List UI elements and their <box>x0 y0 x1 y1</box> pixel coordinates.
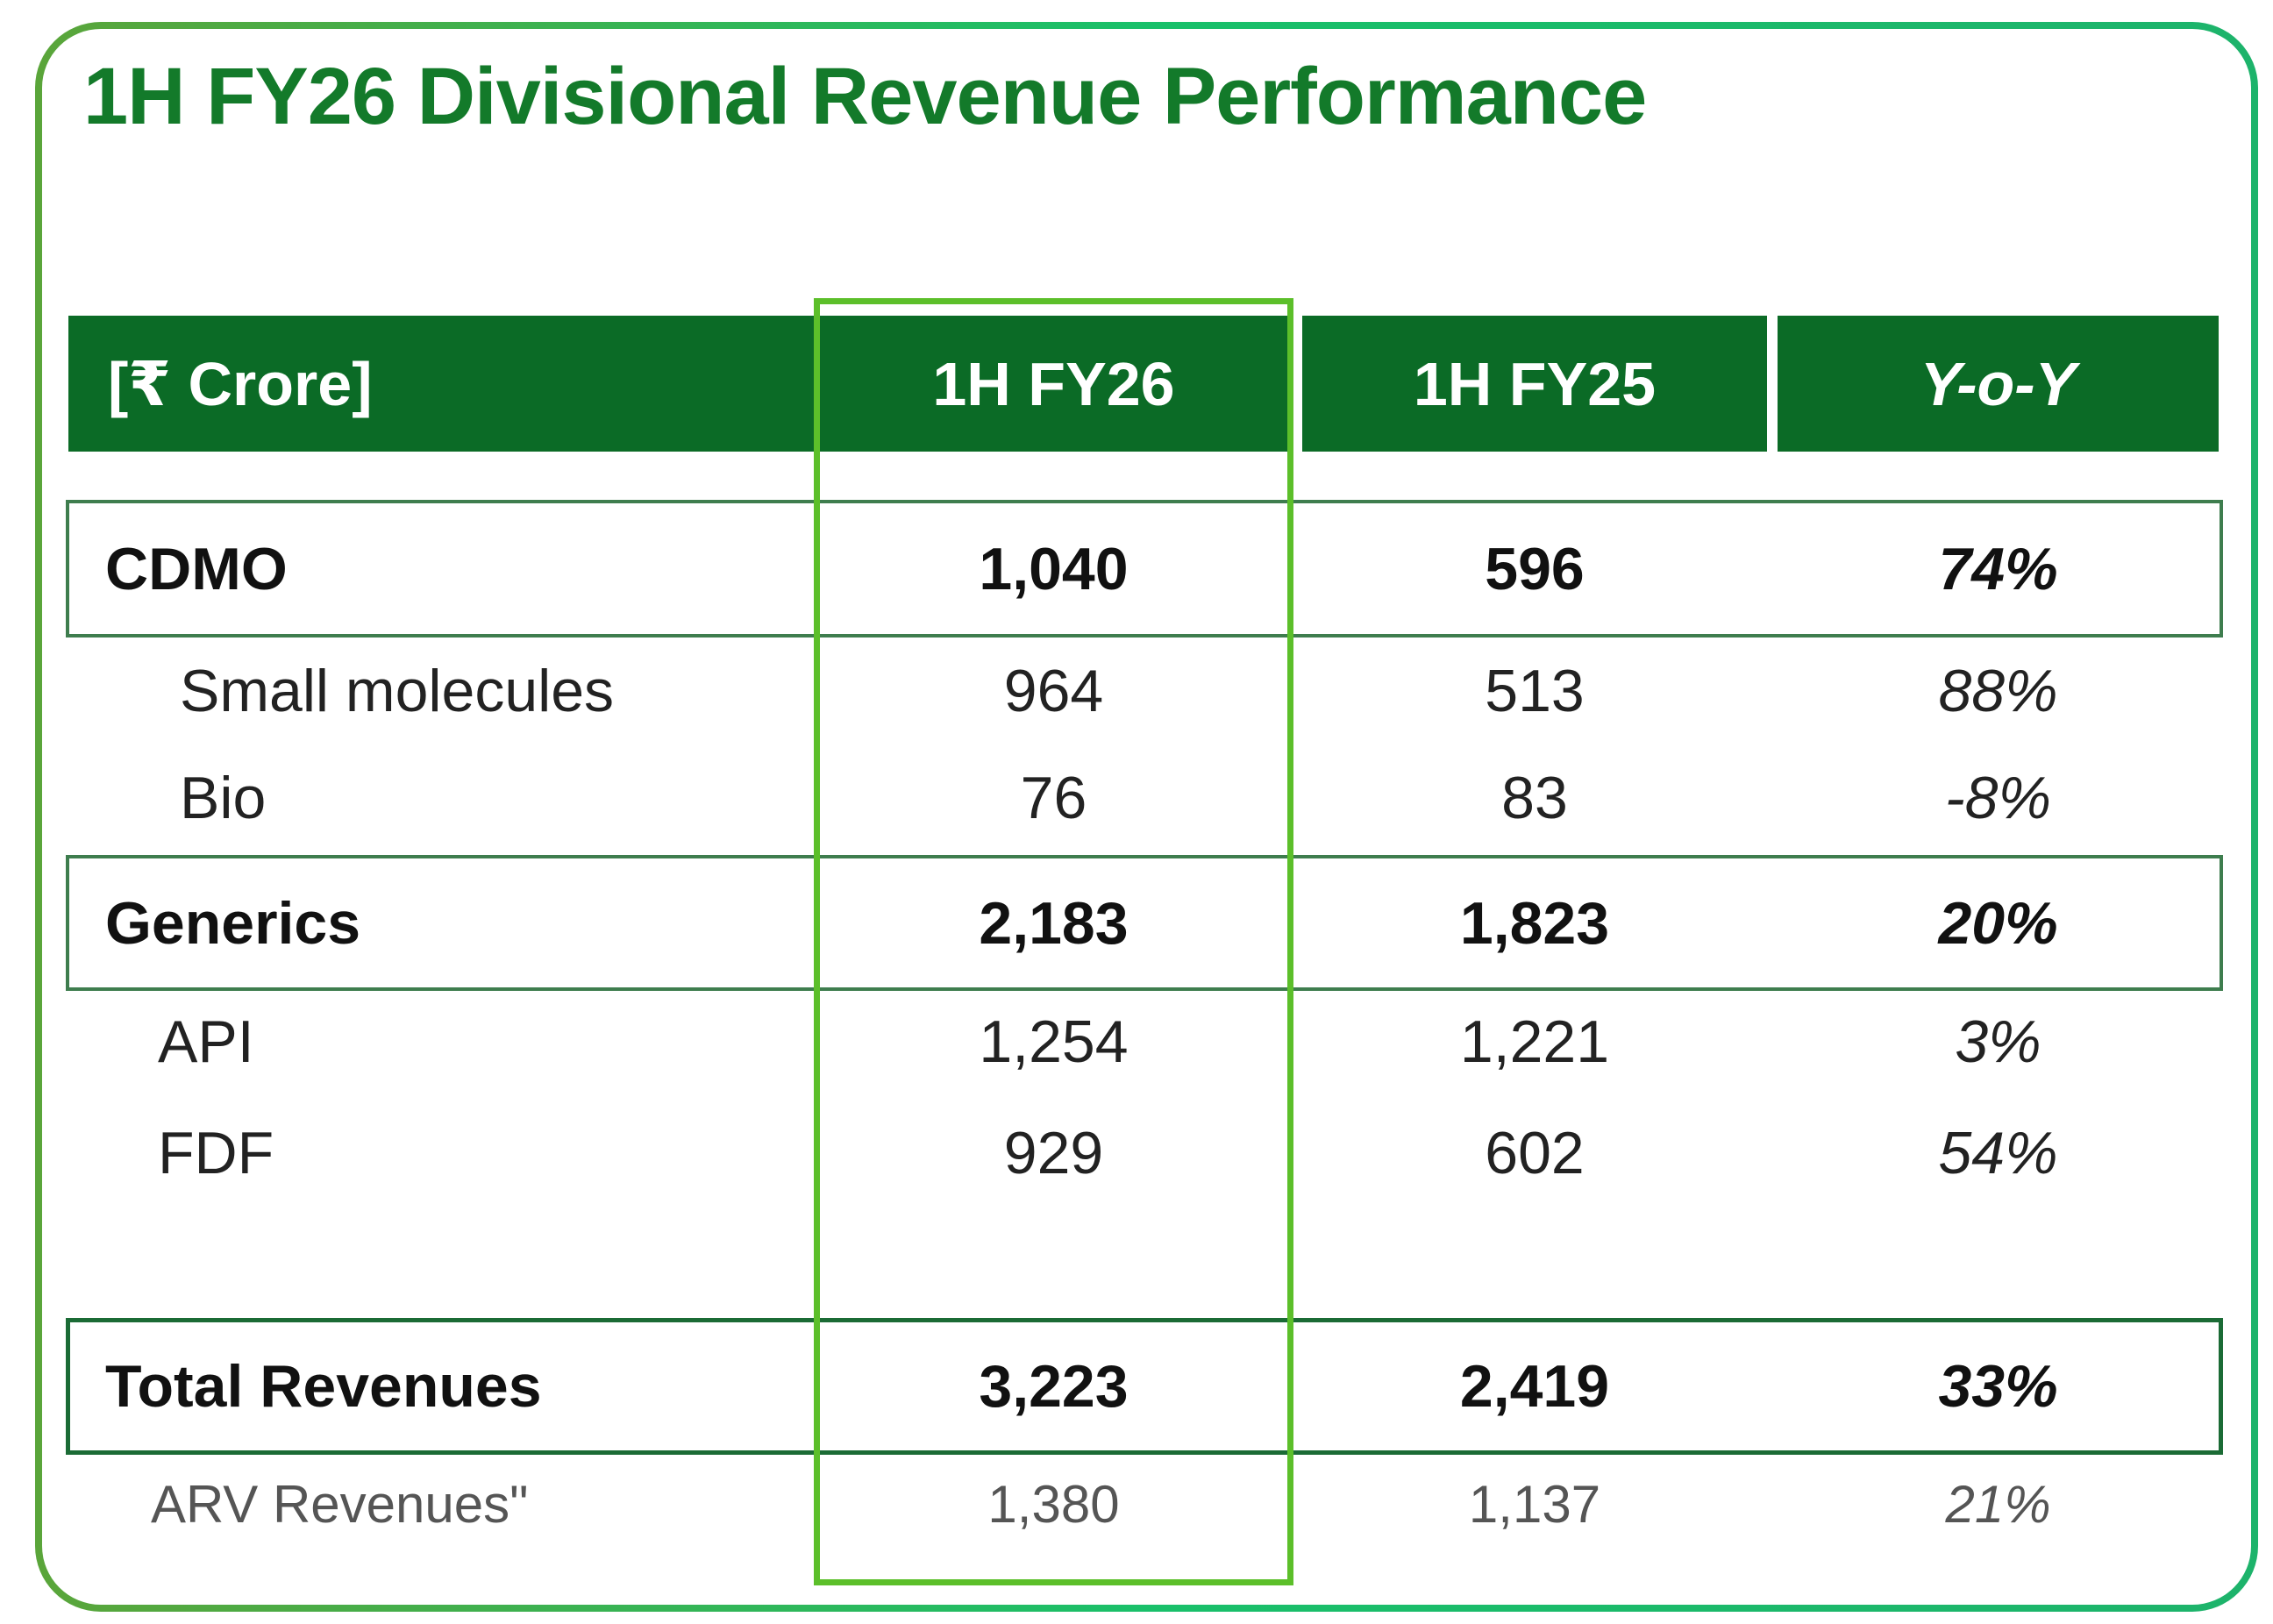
cell-1h-fy26: 1,254 <box>979 1008 1129 1075</box>
cell-1h-fy25: 602 <box>1485 1120 1585 1186</box>
cell-1h-fy25: 83 <box>1501 765 1568 831</box>
slide-card <box>35 22 2258 1612</box>
cell-yoy: 3% <box>1955 1008 2041 1075</box>
cell-yoy: 20% <box>1938 889 2058 957</box>
cell-1h-fy25: 2,419 <box>1459 1353 1610 1420</box>
cell-1h-fy26: 964 <box>1003 657 1104 724</box>
cell-1h-fy26: 929 <box>1003 1120 1104 1186</box>
cell-1h-fy25: 596 <box>1485 535 1585 602</box>
cell-yoy: -8% <box>1945 765 2051 831</box>
cdmo-row-box <box>66 500 2223 637</box>
cell-yoy: 54% <box>1938 1120 2058 1186</box>
cell-1h-fy26: 3,223 <box>979 1353 1129 1420</box>
header-1h-fy25: 1H FY25 <box>1302 316 1767 452</box>
row-label: Small molecules <box>180 657 615 724</box>
row-label: FDF <box>158 1120 274 1186</box>
cell-1h-fy25: 1,137 <box>1468 1474 1601 1534</box>
cell-yoy: 88% <box>1938 657 2058 724</box>
cell-yoy: 33% <box>1938 1353 2058 1420</box>
cell-1h-fy26: 76 <box>1020 765 1087 831</box>
cell-1h-fy25: 513 <box>1485 657 1585 724</box>
header-1h-fy26: 1H FY26 <box>814 316 1293 452</box>
header-unit: [₹ Crore] <box>68 316 814 452</box>
page-title: 1H FY26 Divisional Revenue Performance <box>83 52 1647 141</box>
generics-row-box <box>66 855 2223 991</box>
row-label: Generics <box>105 889 361 957</box>
cell-1h-fy25: 1,823 <box>1459 889 1610 957</box>
row-label: CDMO <box>105 535 288 602</box>
row-label: Bio <box>180 765 267 831</box>
cell-1h-fy26: 1,380 <box>987 1474 1120 1534</box>
row-label: API <box>158 1008 254 1075</box>
cell-yoy: 21% <box>1945 1474 2051 1534</box>
cell-1h-fy26: 1,040 <box>979 535 1129 602</box>
cell-1h-fy26: 2,183 <box>979 889 1129 957</box>
total-row-box <box>66 1318 2223 1455</box>
row-label: ARV Revenues" <box>151 1474 529 1534</box>
cell-yoy: 74% <box>1938 535 2058 602</box>
row-label: Total Revenues <box>105 1353 542 1420</box>
header-yoy: Y-o-Y <box>1778 316 2219 452</box>
cell-1h-fy25: 1,221 <box>1459 1008 1610 1075</box>
